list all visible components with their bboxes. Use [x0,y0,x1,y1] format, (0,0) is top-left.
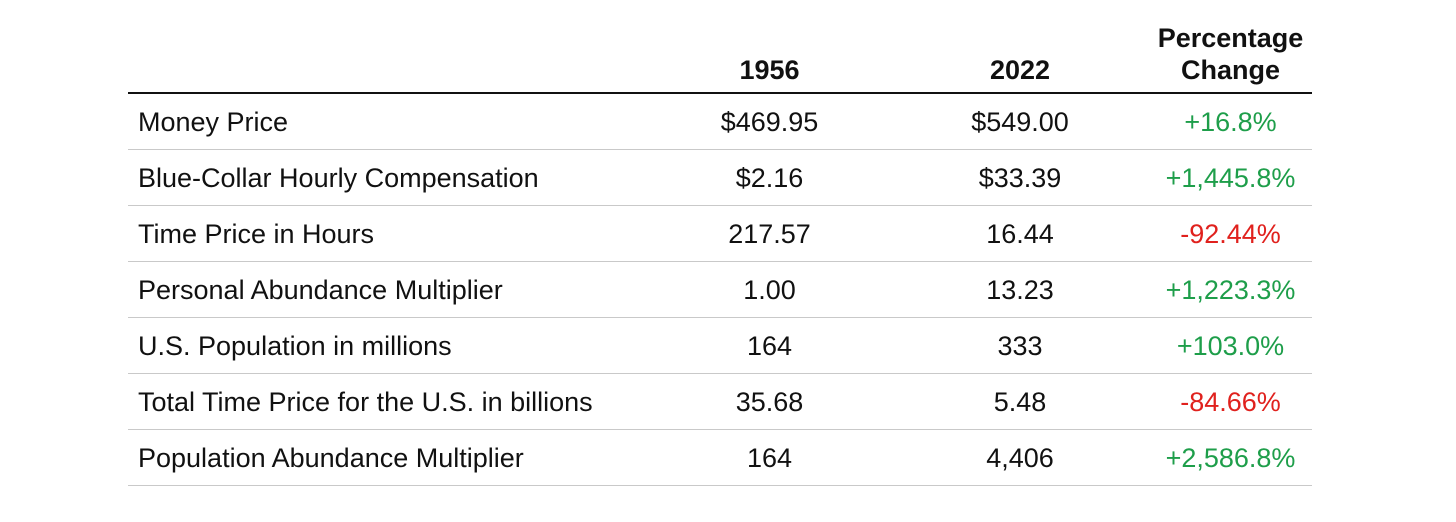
table-row: Total Time Price for the U.S. in billion… [128,373,1312,430]
header-percentage-change: Percentage Change [1149,0,1312,94]
row-label: U.S. Population in millions [128,317,648,374]
row-label: Money Price [128,93,648,150]
cell-percentage-change: -92.44% [1149,205,1312,262]
cell-2022: $549.00 [891,93,1149,150]
cell-1956: 217.57 [648,205,891,262]
row-label: Blue-Collar Hourly Compensation [128,149,648,206]
cell-percentage-change: +2,586.8% [1149,429,1312,486]
row-label: Population Abundance Multiplier [128,429,648,486]
header-label-column [128,0,648,94]
table-header: 1956 2022 Percentage Change [128,0,1312,94]
table-row: U.S. Population in millions 164 333 +103… [128,317,1312,374]
header-percentage-line2: Change [1180,55,1280,85]
table-row: Population Abundance Multiplier 164 4,40… [128,429,1312,486]
table-row: Time Price in Hours 217.57 16.44 -92.44% [128,205,1312,262]
table-row: Personal Abundance Multiplier 1.00 13.23… [128,261,1312,318]
table-row: Blue-Collar Hourly Compensation $2.16 $3… [128,149,1312,206]
cell-1956: $469.95 [648,93,891,150]
comparison-table-container: 1956 2022 Percentage Change Money Price … [128,0,1312,486]
cell-percentage-change: -84.66% [1149,373,1312,430]
header-2022: 2022 [891,0,1149,94]
cell-2022: 5.48 [891,373,1149,430]
cell-percentage-change: +1,445.8% [1149,149,1312,206]
cell-percentage-change: +103.0% [1149,317,1312,374]
cell-percentage-change: +16.8% [1149,93,1312,150]
row-label: Total Time Price for the U.S. in billion… [128,373,648,430]
header-1956: 1956 [648,0,891,94]
cell-1956: 1.00 [648,261,891,318]
table-body: Money Price $469.95 $549.00 +16.8% Blue-… [128,93,1312,486]
cell-1956: $2.16 [648,149,891,206]
row-label: Personal Abundance Multiplier [128,261,648,318]
row-label: Time Price in Hours [128,205,648,262]
cell-2022: 16.44 [891,205,1149,262]
cell-2022: 13.23 [891,261,1149,318]
cell-2022: $33.39 [891,149,1149,206]
cell-2022: 333 [891,317,1149,374]
header-row: 1956 2022 Percentage Change [128,0,1312,94]
cell-1956: 164 [648,429,891,486]
cell-1956: 35.68 [648,373,891,430]
table-row: Money Price $469.95 $549.00 +16.8% [128,93,1312,150]
header-percentage-line1: Percentage [1157,23,1304,53]
comparison-table: 1956 2022 Percentage Change Money Price … [128,0,1312,486]
cell-2022: 4,406 [891,429,1149,486]
cell-percentage-change: +1,223.3% [1149,261,1312,318]
cell-1956: 164 [648,317,891,374]
